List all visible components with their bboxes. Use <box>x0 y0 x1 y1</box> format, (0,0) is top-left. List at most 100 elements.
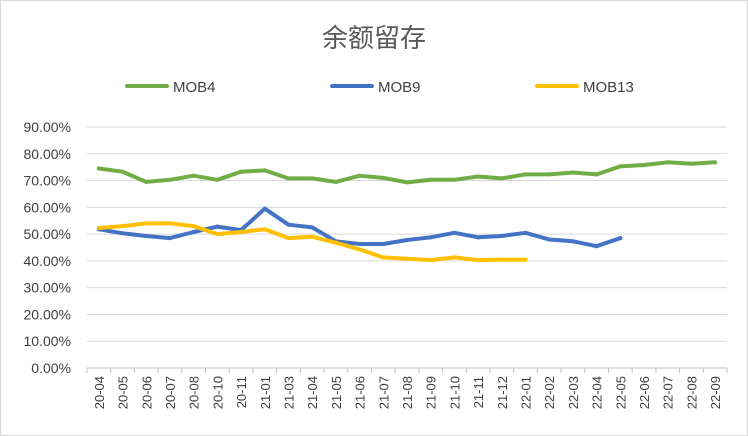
data-point-mob9 <box>120 231 125 236</box>
data-point-mob9 <box>594 244 599 249</box>
series-line-mob9 <box>96 206 623 249</box>
data-point-mob4 <box>523 172 528 177</box>
data-point-mob13 <box>167 221 172 226</box>
y-tick-label: 40.00% <box>24 253 71 269</box>
x-tick-label: 20-04 <box>92 376 107 409</box>
y-tick-label: 10.00% <box>24 333 71 349</box>
data-point-mob4 <box>310 176 315 181</box>
data-point-mob9 <box>286 222 291 227</box>
data-point-mob4 <box>428 177 433 182</box>
data-point-mob13 <box>215 232 220 237</box>
data-point-mob13 <box>262 227 267 232</box>
legend-item-mob13: MOB13 <box>535 79 634 96</box>
x-tick-label: 20-05 <box>116 376 131 409</box>
data-point-mob13 <box>120 224 125 229</box>
data-point-mob4 <box>665 160 670 165</box>
legend-item-mob4: MOB4 <box>125 79 216 96</box>
y-tick-label: 50.00% <box>24 226 71 242</box>
data-point-mob9 <box>310 225 315 230</box>
data-point-mob4 <box>191 173 196 178</box>
data-point-mob13 <box>144 221 149 226</box>
data-point-mob13 <box>405 256 409 261</box>
data-point-mob9 <box>381 242 386 247</box>
data-point-mob4 <box>452 177 457 182</box>
x-tick-label: 21-09 <box>424 376 439 409</box>
data-point-mob9 <box>499 233 504 238</box>
data-point-mob4 <box>333 179 338 184</box>
x-tick-label: 22-02 <box>542 376 557 409</box>
data-point-mob13 <box>286 236 291 241</box>
data-point-mob4 <box>594 172 599 177</box>
data-point-mob9 <box>547 237 552 242</box>
series-line-mob4 <box>96 160 718 185</box>
data-point-mob4 <box>570 170 575 175</box>
x-tick-label: 20-08 <box>187 376 202 409</box>
legend: MOB4 MOB9 MOB13 <box>125 79 634 96</box>
chart-title: 余额留存 <box>322 24 426 54</box>
data-point-mob9 <box>215 224 220 229</box>
x-tick-label: 21-08 <box>400 376 415 409</box>
data-point-mob4 <box>120 169 125 174</box>
data-point-mob9 <box>476 235 481 240</box>
data-point-mob9 <box>405 238 409 243</box>
x-tick-label: 21-04 <box>305 376 320 409</box>
data-point-mob4 <box>618 164 623 169</box>
data-point-mob4 <box>381 175 386 180</box>
data-point-mob9 <box>167 236 172 241</box>
data-point-mob4 <box>286 176 291 181</box>
x-tick-label: 22-06 <box>637 376 652 409</box>
data-point-mob4 <box>689 161 694 166</box>
data-point-mob9 <box>618 236 623 241</box>
x-tick-label: 22-04 <box>590 376 605 409</box>
x-tick-label: 22-01 <box>519 376 534 409</box>
data-point-mob13 <box>476 258 481 263</box>
data-point-mob4 <box>96 166 101 171</box>
x-tick-label: 21-05 <box>329 376 344 409</box>
data-point-mob4 <box>215 177 220 182</box>
data-point-mob9 <box>523 230 528 235</box>
data-point-mob4 <box>239 169 244 174</box>
legend-label-mob4: MOB4 <box>173 79 216 96</box>
data-point-mob9 <box>357 242 362 247</box>
x-tick-label: 21-11 <box>471 376 486 408</box>
data-point-mob4 <box>547 172 552 177</box>
data-point-mob9 <box>144 233 149 238</box>
data-point-mob13 <box>239 229 244 234</box>
y-tick-label: 60.00% <box>24 199 71 215</box>
x-tick-label: 22-09 <box>708 376 723 409</box>
data-point-mob4 <box>499 176 504 181</box>
data-point-mob4 <box>713 160 718 165</box>
x-tick-label: 21-10 <box>447 376 462 409</box>
data-point-mob4 <box>167 177 172 182</box>
data-point-mob9 <box>428 235 433 240</box>
legend-label-mob9: MOB9 <box>378 79 421 96</box>
x-tick-label: 21-03 <box>281 376 296 409</box>
x-tick-label: 20-10 <box>210 376 225 409</box>
x-tick-label: 21-07 <box>376 376 391 409</box>
data-point-mob4 <box>405 180 409 185</box>
data-point-mob9 <box>191 229 196 234</box>
data-point-mob4 <box>357 173 362 178</box>
data-point-mob4 <box>476 174 481 179</box>
data-point-mob13 <box>333 240 338 245</box>
data-point-mob13 <box>499 257 504 262</box>
x-tick-label: 22-08 <box>684 376 699 409</box>
data-point-mob13 <box>381 255 386 260</box>
legend-label-mob13: MOB13 <box>583 79 634 96</box>
data-point-mob9 <box>570 239 575 244</box>
x-tick-label: 20-07 <box>163 376 178 409</box>
data-point-mob9 <box>452 230 457 235</box>
x-tick-label: 22-05 <box>613 376 628 409</box>
x-tick-label: 22-07 <box>661 376 676 409</box>
data-point-mob4 <box>642 163 647 168</box>
x-tick-label: 22-03 <box>566 376 581 409</box>
data-point-mob13 <box>523 257 528 262</box>
x-tick-label: 21-06 <box>353 376 368 409</box>
data-point-mob4 <box>262 168 267 173</box>
data-point-mob13 <box>191 224 196 229</box>
data-point-mob9 <box>262 206 267 211</box>
y-tick-label: 90.00% <box>24 119 71 135</box>
y-tick-label: 80.00% <box>24 146 71 162</box>
